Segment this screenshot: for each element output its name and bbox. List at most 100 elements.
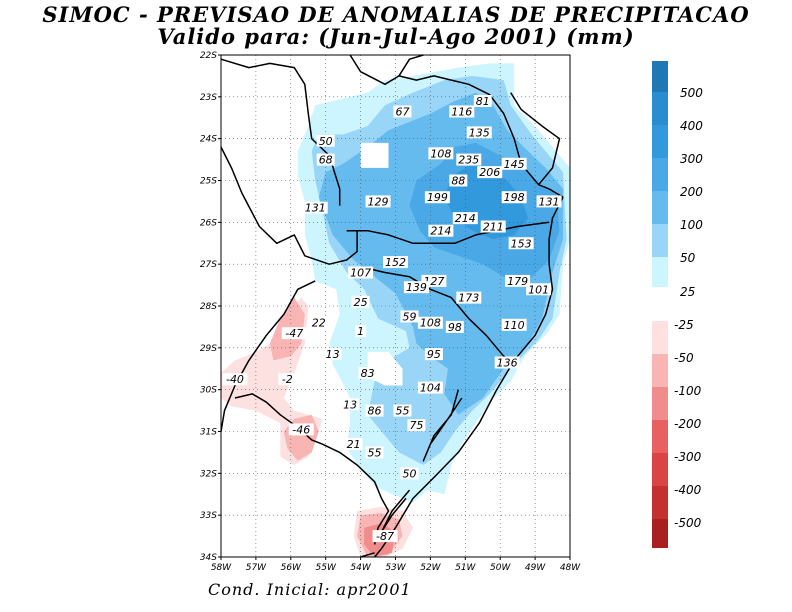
uruguay-coast bbox=[360, 552, 375, 558]
value-label: 59 bbox=[400, 310, 419, 323]
sc-rs-border bbox=[367, 267, 512, 362]
value-label-bg bbox=[473, 95, 492, 108]
lat-tick-label: 30S bbox=[200, 386, 217, 396]
value-label-text: 101 bbox=[528, 283, 549, 296]
anomaly-fields bbox=[221, 63, 570, 557]
value-label-bg bbox=[477, 166, 503, 179]
lon-tick-label: 48W bbox=[560, 563, 581, 573]
value-label-text: 86 bbox=[368, 405, 382, 418]
value-label-bg bbox=[480, 220, 506, 233]
colorbar-label: -400 bbox=[674, 483, 702, 497]
colorbar-swatch bbox=[652, 125, 668, 158]
value-label-text: 13 bbox=[343, 398, 357, 411]
value-label-bg bbox=[424, 348, 443, 361]
value-label: 173 bbox=[456, 291, 482, 305]
value-label-text: 68 bbox=[319, 154, 333, 167]
value-label-bg bbox=[393, 404, 412, 417]
value-label: 1 bbox=[355, 325, 367, 338]
value-label-bg bbox=[403, 281, 429, 294]
lon-tick-label: 51W bbox=[455, 563, 476, 573]
value-label: 95 bbox=[424, 348, 443, 361]
lat-tick-label: 24S bbox=[200, 135, 217, 145]
value-label-text: -2 bbox=[282, 373, 293, 386]
colorbar-label: 400 bbox=[680, 119, 703, 133]
colorbar-label: -100 bbox=[674, 384, 702, 398]
chart-subtitle: Valido para: (Jun-Jul-Ago 2001) (mm) bbox=[157, 24, 635, 49]
value-label: 211 bbox=[480, 220, 506, 234]
colorbar-swatch bbox=[652, 519, 668, 548]
value-label-text: 214 bbox=[430, 225, 451, 238]
lon-tick-label: 58W bbox=[211, 563, 232, 573]
value-label: 153 bbox=[508, 237, 534, 250]
value-label-bg bbox=[452, 212, 478, 225]
value-label: 131 bbox=[302, 201, 328, 215]
colorbar-label: 200 bbox=[680, 185, 703, 199]
pr-sc-border bbox=[346, 221, 550, 245]
sao-paulo-border bbox=[510, 92, 561, 186]
value-label: 68 bbox=[316, 153, 335, 167]
value-label: 214 bbox=[452, 212, 478, 225]
value-label-text: 55 bbox=[395, 405, 409, 418]
value-label-text: 95 bbox=[427, 348, 441, 361]
value-label: 131 bbox=[536, 195, 562, 208]
value-label-bg bbox=[508, 237, 534, 250]
value-label: 81 bbox=[473, 95, 492, 108]
colorbar-swatch bbox=[652, 158, 668, 191]
value-label-text: 199 bbox=[427, 191, 448, 204]
value-label: 25 bbox=[351, 295, 370, 309]
value-label-bg bbox=[536, 195, 562, 208]
value-label: 75 bbox=[407, 419, 426, 432]
value-label-text: 235 bbox=[458, 154, 479, 167]
colorbar-label: 50 bbox=[680, 251, 696, 265]
value-label-text: 50 bbox=[402, 467, 416, 480]
value-label-bg bbox=[316, 153, 335, 166]
value-label-text: 108 bbox=[420, 317, 441, 330]
value-label-bg bbox=[383, 256, 408, 269]
axis-labels: 58W 57W 56W 55W 54W 53W 52W 51W 50W 49W 48W 22S 23S 2… bbox=[200, 51, 581, 573]
lat-tick-label: 22S bbox=[200, 51, 217, 61]
lon-tick-label: 50W bbox=[490, 563, 511, 573]
value-label-text: 21 bbox=[347, 438, 361, 451]
value-label: -46 bbox=[288, 423, 314, 436]
value-label-bg bbox=[501, 318, 527, 331]
lat-tick-label: 29S bbox=[200, 344, 217, 354]
colorbar-swatch bbox=[652, 257, 668, 287]
value-label-text: 107 bbox=[350, 267, 371, 280]
value-label: 55 bbox=[365, 446, 384, 459]
value-label: 98 bbox=[445, 320, 464, 334]
colorbar-label: 25 bbox=[680, 285, 695, 299]
brazil-uruguay-border bbox=[234, 393, 390, 545]
lon-tick-label: 56W bbox=[281, 563, 302, 573]
value-label-text: 110 bbox=[504, 319, 525, 332]
value-label-bg bbox=[288, 423, 314, 436]
value-label-text: 22 bbox=[312, 317, 326, 330]
value-label-bg bbox=[407, 419, 426, 432]
value-label-bg bbox=[417, 316, 443, 329]
value-label: 108 bbox=[417, 316, 443, 330]
value-label-bg bbox=[351, 295, 370, 308]
colorbar-label: -25 bbox=[674, 318, 694, 332]
value-label: 110 bbox=[501, 318, 527, 332]
lon-tick-label: 57W bbox=[246, 563, 267, 573]
lon-tick-label: 53W bbox=[385, 563, 406, 573]
lon-tick-label: 52W bbox=[420, 563, 441, 573]
value-label-bg bbox=[428, 224, 454, 237]
value-label-bg bbox=[449, 174, 468, 187]
value-label-bg bbox=[456, 291, 482, 304]
value-label-bg bbox=[424, 191, 450, 204]
value-label-bg bbox=[341, 398, 360, 411]
coastline bbox=[374, 196, 564, 558]
value-label: 136 bbox=[494, 356, 520, 369]
colorbar-swatch bbox=[652, 61, 668, 92]
colorbar-swatch bbox=[652, 387, 668, 420]
value-label-bg bbox=[400, 467, 419, 480]
value-label: 50 bbox=[316, 134, 335, 148]
value-label-bg bbox=[316, 134, 335, 147]
initial-condition-label: Cond. Inicial: apr2001 bbox=[208, 580, 412, 599]
value-label-bg bbox=[222, 373, 248, 386]
value-label-text: 139 bbox=[406, 281, 427, 294]
value-label: 108 bbox=[428, 147, 454, 160]
value-label-bg bbox=[344, 438, 363, 451]
value-label: 13 bbox=[323, 348, 342, 361]
